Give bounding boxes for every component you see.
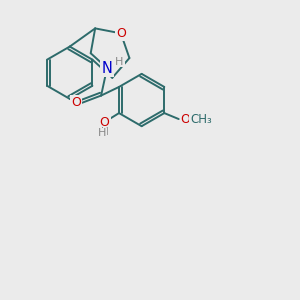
- Text: O: O: [180, 112, 190, 125]
- Text: CH₃: CH₃: [190, 112, 212, 125]
- Text: H: H: [116, 57, 124, 67]
- Text: H: H: [101, 127, 109, 136]
- Text: N: N: [102, 61, 112, 76]
- Text: O: O: [116, 27, 126, 40]
- Text: O: O: [71, 97, 81, 110]
- Text: H: H: [98, 128, 106, 138]
- Text: O: O: [100, 116, 110, 128]
